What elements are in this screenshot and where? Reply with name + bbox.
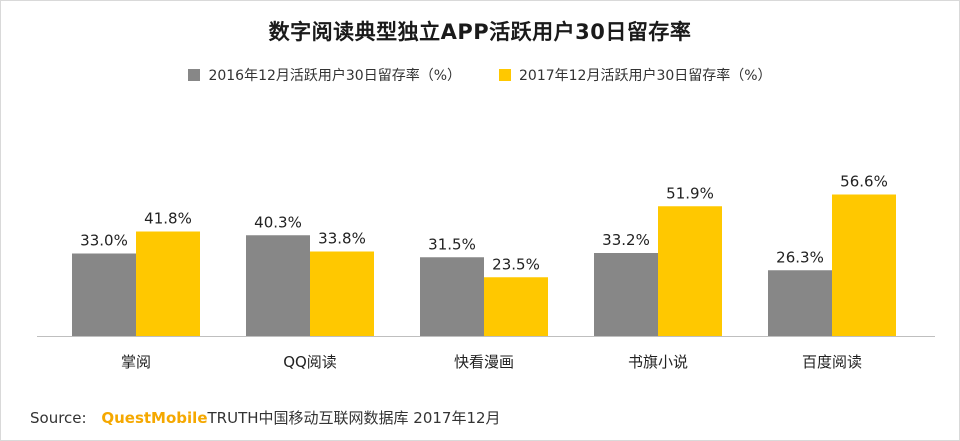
x-tick-label-2: 快看漫画 (454, 353, 514, 371)
bar-2016-4 (768, 270, 832, 336)
data-label-2017-4: 56.6% (840, 173, 888, 191)
data-label-2016-2: 31.5% (428, 235, 476, 253)
x-tick-label-1: QQ阅读 (283, 353, 337, 371)
data-label-2016-0: 33.0% (80, 232, 128, 250)
source-text: TRUTH中国移动互联网数据库 2017年12月 (207, 409, 501, 427)
legend-item-2016: 2016年12月活跃用户30日留存率（%） (188, 65, 461, 85)
bar-chart-plot: 33.0% 41.8% 掌阅 40.3% 33.8% QQ阅读 31.5% 23.5% 快看漫画… (37, 173, 935, 371)
chart-legend: 2016年12月活跃用户30日留存率（%） 2017年12月活跃用户30日留存率… (1, 65, 959, 85)
source-label: Source: (30, 409, 87, 427)
bar-2017-4 (832, 194, 896, 336)
bar-2016-1 (246, 235, 310, 336)
legend-label-2016: 2016年12月活跃用户30日留存率（%） (208, 68, 461, 84)
x-tick-label-3: 书旗小说 (628, 353, 688, 371)
data-label-2016-4: 26.3% (776, 248, 824, 266)
legend-swatch-2017 (499, 69, 511, 81)
chart-title: 数字阅读典型独立APP活跃用户30日留存率 (268, 20, 692, 44)
legend-label-2017: 2017年12月活跃用户30日留存率（%） (519, 68, 772, 84)
x-tick-label-4: 百度阅读 (802, 353, 862, 371)
bar-2017-2 (484, 277, 548, 336)
bar-2017-3 (658, 206, 722, 336)
bar-2016-2 (420, 257, 484, 336)
bar-2017-1 (310, 251, 374, 336)
data-label-2017-3: 51.9% (666, 184, 714, 202)
data-label-2016-3: 33.2% (602, 231, 650, 249)
source-brand: QuestMobile (101, 409, 208, 427)
legend-swatch-2016 (188, 69, 201, 81)
data-label-2017-0: 41.8% (144, 210, 192, 228)
source-note: Source: QuestMobileTRUTH中国移动互联网数据库 2017年… (30, 407, 501, 428)
x-tick-label-0: 掌阅 (121, 353, 151, 371)
bar-2016-0 (72, 253, 136, 336)
bar-2016-3 (594, 253, 658, 336)
legend-item-2017: 2017年12月活跃用户30日留存率（%） (499, 65, 772, 85)
data-label-2017-2: 23.5% (492, 255, 540, 273)
bar-2017-0 (136, 231, 200, 336)
data-label-2016-1: 40.3% (254, 213, 302, 231)
data-label-2017-1: 33.8% (318, 230, 366, 248)
